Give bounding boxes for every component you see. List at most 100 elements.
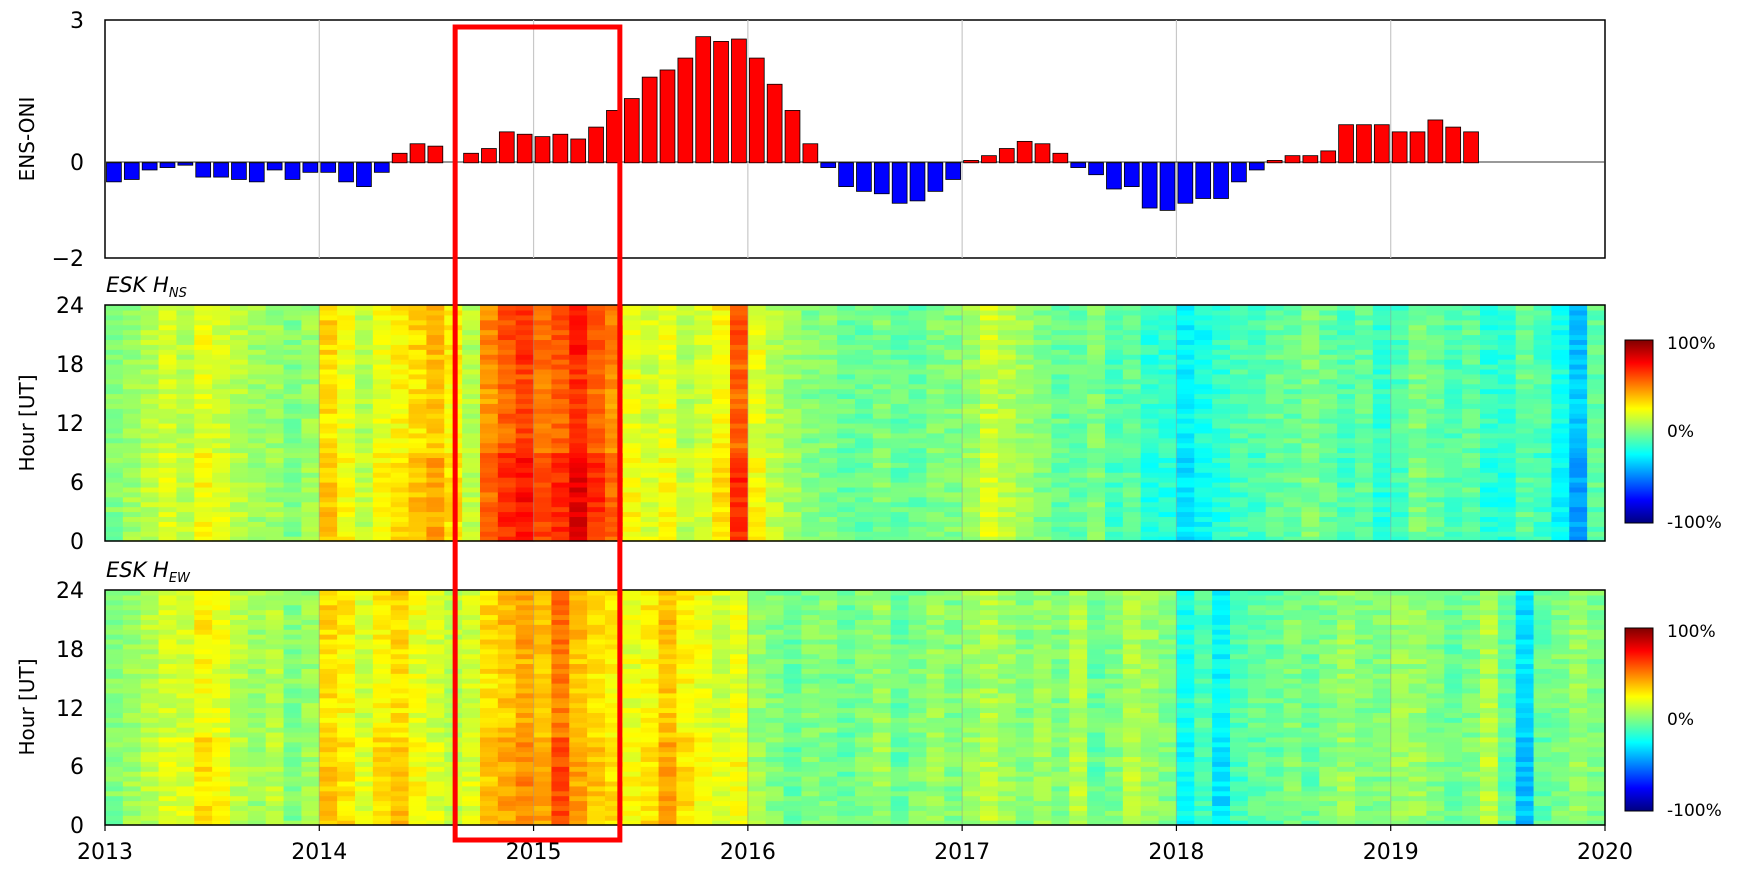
heatmap-cell <box>1462 477 1480 483</box>
heatmap-cell <box>266 629 284 634</box>
heatmap-cell <box>1409 516 1427 522</box>
heatmap-cell <box>141 394 159 400</box>
heatmap-cell <box>1355 472 1373 478</box>
heatmap-cell <box>1569 398 1587 404</box>
heatmap-cell <box>909 423 927 429</box>
heatmap-cell <box>659 453 677 459</box>
heatmap-cell <box>1480 526 1498 532</box>
heatmap-cell <box>409 815 427 820</box>
heatmap-cell <box>1266 408 1284 414</box>
heatmap-cell <box>230 487 248 493</box>
heatmap-cell <box>1409 384 1427 390</box>
heatmap-cell <box>569 398 587 404</box>
heatmap-cell <box>1105 408 1123 414</box>
heatmap-cell <box>587 354 605 360</box>
heatmap-cell <box>105 722 123 727</box>
heatmap-cell <box>391 521 409 527</box>
heatmap-cell <box>855 516 873 522</box>
heatmap-cell <box>1159 335 1177 341</box>
heatmap-cell <box>1337 344 1355 350</box>
heatmap-cell <box>337 487 355 493</box>
heatmap-cell <box>801 497 819 503</box>
heatmap-cell <box>301 325 319 331</box>
heatmap-cell <box>319 629 337 634</box>
heatmap-cell <box>1123 448 1141 454</box>
heatmap-cell <box>194 379 212 385</box>
heatmap-cell <box>480 354 498 360</box>
heatmap-cell <box>1426 354 1444 360</box>
heatmap-cell <box>516 477 534 483</box>
heatmap-cell <box>801 433 819 439</box>
heatmap-cell <box>837 497 855 503</box>
heatmap-cell <box>1426 384 1444 390</box>
heatmap-cell <box>962 408 980 414</box>
heatmap-cell <box>194 428 212 434</box>
heatmap-cell <box>819 354 837 360</box>
heatmap-cell <box>587 305 605 311</box>
heatmap-cell <box>819 310 837 316</box>
heatmap-cell <box>373 423 391 429</box>
heatmap-cell <box>1266 531 1284 537</box>
heatmap-cell <box>123 315 141 321</box>
heatmap-cell <box>498 310 516 316</box>
heatmap-cell <box>391 418 409 424</box>
heatmap-cell <box>1516 398 1534 404</box>
heatmap-cell <box>712 320 730 326</box>
heatmap-cell <box>1069 349 1087 355</box>
heatmap-cell <box>641 507 659 513</box>
oni-bar <box>1249 163 1264 170</box>
heatmap-cell <box>1355 497 1373 503</box>
heatmap-cell <box>212 668 230 673</box>
heatmap-cell <box>1426 521 1444 527</box>
heatmap-cell <box>891 394 909 400</box>
heatmap-cell <box>1087 433 1105 439</box>
heatmap-cell <box>1587 335 1605 341</box>
heatmap-cell <box>641 502 659 508</box>
heatmap-cell <box>1123 359 1141 365</box>
heatmap-cell <box>712 453 730 459</box>
heatmap-cell <box>1534 526 1552 532</box>
heatmap-cell <box>355 320 373 326</box>
heatmap-cell <box>1016 482 1034 488</box>
heatmap-cell <box>105 786 123 791</box>
heatmap-cell <box>462 364 480 370</box>
heatmap-cell <box>837 305 855 311</box>
heatmap-cell <box>212 614 230 619</box>
heatmap-cell <box>1534 477 1552 483</box>
heatmap-cell <box>284 805 302 810</box>
heatmap-cell <box>123 531 141 537</box>
heatmap-cell <box>337 629 355 634</box>
heatmap-cell <box>319 688 337 693</box>
heatmap-cell <box>1051 516 1069 522</box>
heatmap-cell <box>373 805 391 810</box>
heatmap-cell <box>284 703 302 708</box>
heatmap-cell <box>355 747 373 752</box>
heatmap-cell <box>1212 443 1230 449</box>
heatmap-cell <box>391 453 409 459</box>
heatmap-cell <box>301 708 319 713</box>
heatmap-cell <box>1534 443 1552 449</box>
heatmap-cell <box>426 310 444 316</box>
heatmap-cell <box>694 418 712 424</box>
heatmap-cell <box>337 349 355 355</box>
heatmap-cell <box>266 644 284 649</box>
heatmap-cell <box>141 796 159 801</box>
heatmap-cell <box>926 413 944 419</box>
heatmap-cell <box>176 796 194 801</box>
heatmap-cell <box>1301 467 1319 473</box>
heatmap-cell <box>159 673 177 678</box>
heatmap-cell <box>373 438 391 444</box>
heatmap-cell <box>284 629 302 634</box>
heatmap-cell <box>1123 398 1141 404</box>
heatmap-cell <box>569 413 587 419</box>
heatmap-cell <box>319 423 337 429</box>
heatmap-cell <box>176 403 194 409</box>
hns-colorbar-max: 100% <box>1667 334 1716 354</box>
heatmap-cell <box>819 443 837 449</box>
heatmap-cell <box>837 310 855 316</box>
heatmap-cell <box>748 364 766 370</box>
heatmap-cell <box>230 330 248 336</box>
heatmap-cell <box>1212 497 1230 503</box>
heatmap-cell <box>391 805 409 810</box>
heatmap-cell <box>230 526 248 532</box>
